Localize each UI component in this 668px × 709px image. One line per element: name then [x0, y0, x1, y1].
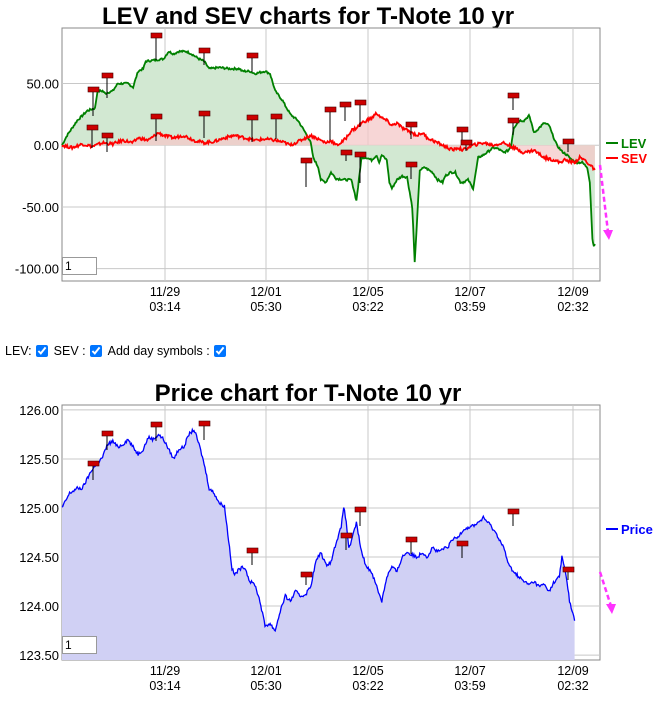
x-tick-label: 12/01 [250, 285, 281, 299]
x-tick-label: 05:30 [250, 300, 281, 314]
day-symbol-flag [150, 32, 163, 39]
x-tick-label: 12/05 [352, 664, 383, 678]
series-line-price [61, 427, 576, 633]
chart-controls: LEV: SEV : Add day symbols : [5, 344, 230, 358]
day-symbol-flag [507, 92, 520, 99]
price-zoom-input[interactable] [62, 636, 97, 654]
legend-label-sev: SEV [621, 151, 647, 166]
day-symbol-flag [87, 86, 100, 93]
day-symbol-flag [246, 114, 259, 121]
lev-toggle-label: LEV: [5, 344, 32, 358]
x-tick-label: 12/07 [454, 664, 485, 678]
day-symbol-flag [405, 121, 418, 128]
legend-label-price: Price [621, 522, 653, 537]
x-tick-label: 03:14 [149, 679, 180, 693]
day-symbol-flag [101, 72, 114, 79]
forecast-arrow-shaft [598, 164, 610, 233]
day-symbol-flag [300, 157, 313, 164]
day-symbol-flag [460, 139, 473, 146]
x-tick-label: 02:32 [557, 300, 588, 314]
x-tick-label: 03:14 [149, 300, 180, 314]
day-symbol-flag [198, 110, 211, 117]
day-symbol-flag [86, 124, 99, 131]
forecast-arrow-shaft [598, 571, 613, 607]
y-tick-label: 50.00 [26, 77, 59, 92]
x-tick-label: 03:22 [352, 300, 383, 314]
series-fill-price [62, 429, 575, 660]
day-symbol-flag [198, 47, 211, 54]
chart-title-lev-sev: LEV and SEV charts for T-Note 10 yr [101, 3, 515, 30]
day-symbol-flag [354, 506, 367, 513]
x-tick-label: 11/29 [150, 285, 180, 299]
day-symbol-flag [405, 536, 418, 543]
day-symbol-flag [339, 101, 352, 108]
x-tick-label: 03:22 [352, 679, 383, 693]
day-symbol-flag [198, 420, 211, 427]
day-symbol-flag [246, 547, 259, 554]
y-tick-label: 126.00 [19, 403, 59, 418]
day-symbol-flag [507, 117, 520, 124]
day-symbol-flag [87, 460, 100, 467]
series-fill-sev [62, 112, 595, 170]
day-symbol-flag [300, 571, 313, 578]
series-fill-lev [62, 50, 595, 263]
x-tick-label: 05:30 [250, 679, 281, 693]
forecast-arrow-head [606, 604, 616, 614]
x-tick-label: 12/05 [352, 285, 383, 299]
lev-sev-zoom-input[interactable] [62, 257, 97, 275]
x-tick-label: 02:32 [557, 679, 588, 693]
day-symbol-flag [340, 532, 353, 539]
day-symbols-label: Add day symbols : [107, 344, 210, 358]
x-tick-label: 12/01 [250, 664, 281, 678]
day-symbol-flag [101, 132, 114, 139]
sev-checkbox[interactable] [89, 345, 102, 357]
lev-checkbox[interactable] [35, 345, 48, 357]
y-tick-label: 124.50 [19, 550, 59, 565]
y-tick-label: -100.00 [15, 262, 59, 277]
x-tick-label: 12/09 [557, 664, 588, 678]
day-symbol-flag [456, 126, 469, 133]
day-symbol-flag [562, 138, 575, 145]
day-symbols-checkbox[interactable] [213, 345, 226, 357]
series-line-sev [61, 110, 596, 171]
y-tick-label: 123.50 [19, 648, 59, 663]
day-symbol-flag [270, 113, 283, 120]
day-symbol-flag [101, 430, 114, 437]
series-line-lev [61, 49, 596, 263]
y-tick-label: 124.00 [19, 599, 59, 614]
x-tick-label: 03:59 [454, 300, 485, 314]
day-symbol-flag [246, 52, 259, 59]
legend-label-lev: LEV [621, 136, 647, 151]
y-tick-label: 125.50 [19, 452, 59, 467]
sev-toggle-label: SEV : [53, 344, 86, 358]
y-tick-label: 125.00 [19, 501, 59, 516]
day-symbol-flag [150, 113, 163, 120]
day-symbol-flag [456, 540, 469, 547]
forecast-arrow-head [603, 230, 613, 240]
chart-title-price: Price chart for T-Note 10 yr [154, 380, 462, 407]
x-tick-label: 12/07 [454, 285, 485, 299]
day-symbol-flag [150, 421, 163, 428]
day-symbol-flag [340, 149, 353, 156]
y-tick-label: 0.00 [34, 138, 59, 153]
day-symbol-flag [354, 151, 367, 158]
x-tick-label: 03:59 [454, 679, 485, 693]
x-tick-label: 12/09 [557, 285, 588, 299]
x-tick-label: 11/29 [150, 664, 180, 678]
day-symbol-flag [507, 508, 520, 515]
day-symbol-flag [562, 566, 575, 573]
day-symbol-flag [405, 161, 418, 168]
day-symbol-flag [354, 99, 367, 106]
y-tick-label: -50.00 [22, 200, 59, 215]
day-symbol-flag [324, 106, 337, 113]
